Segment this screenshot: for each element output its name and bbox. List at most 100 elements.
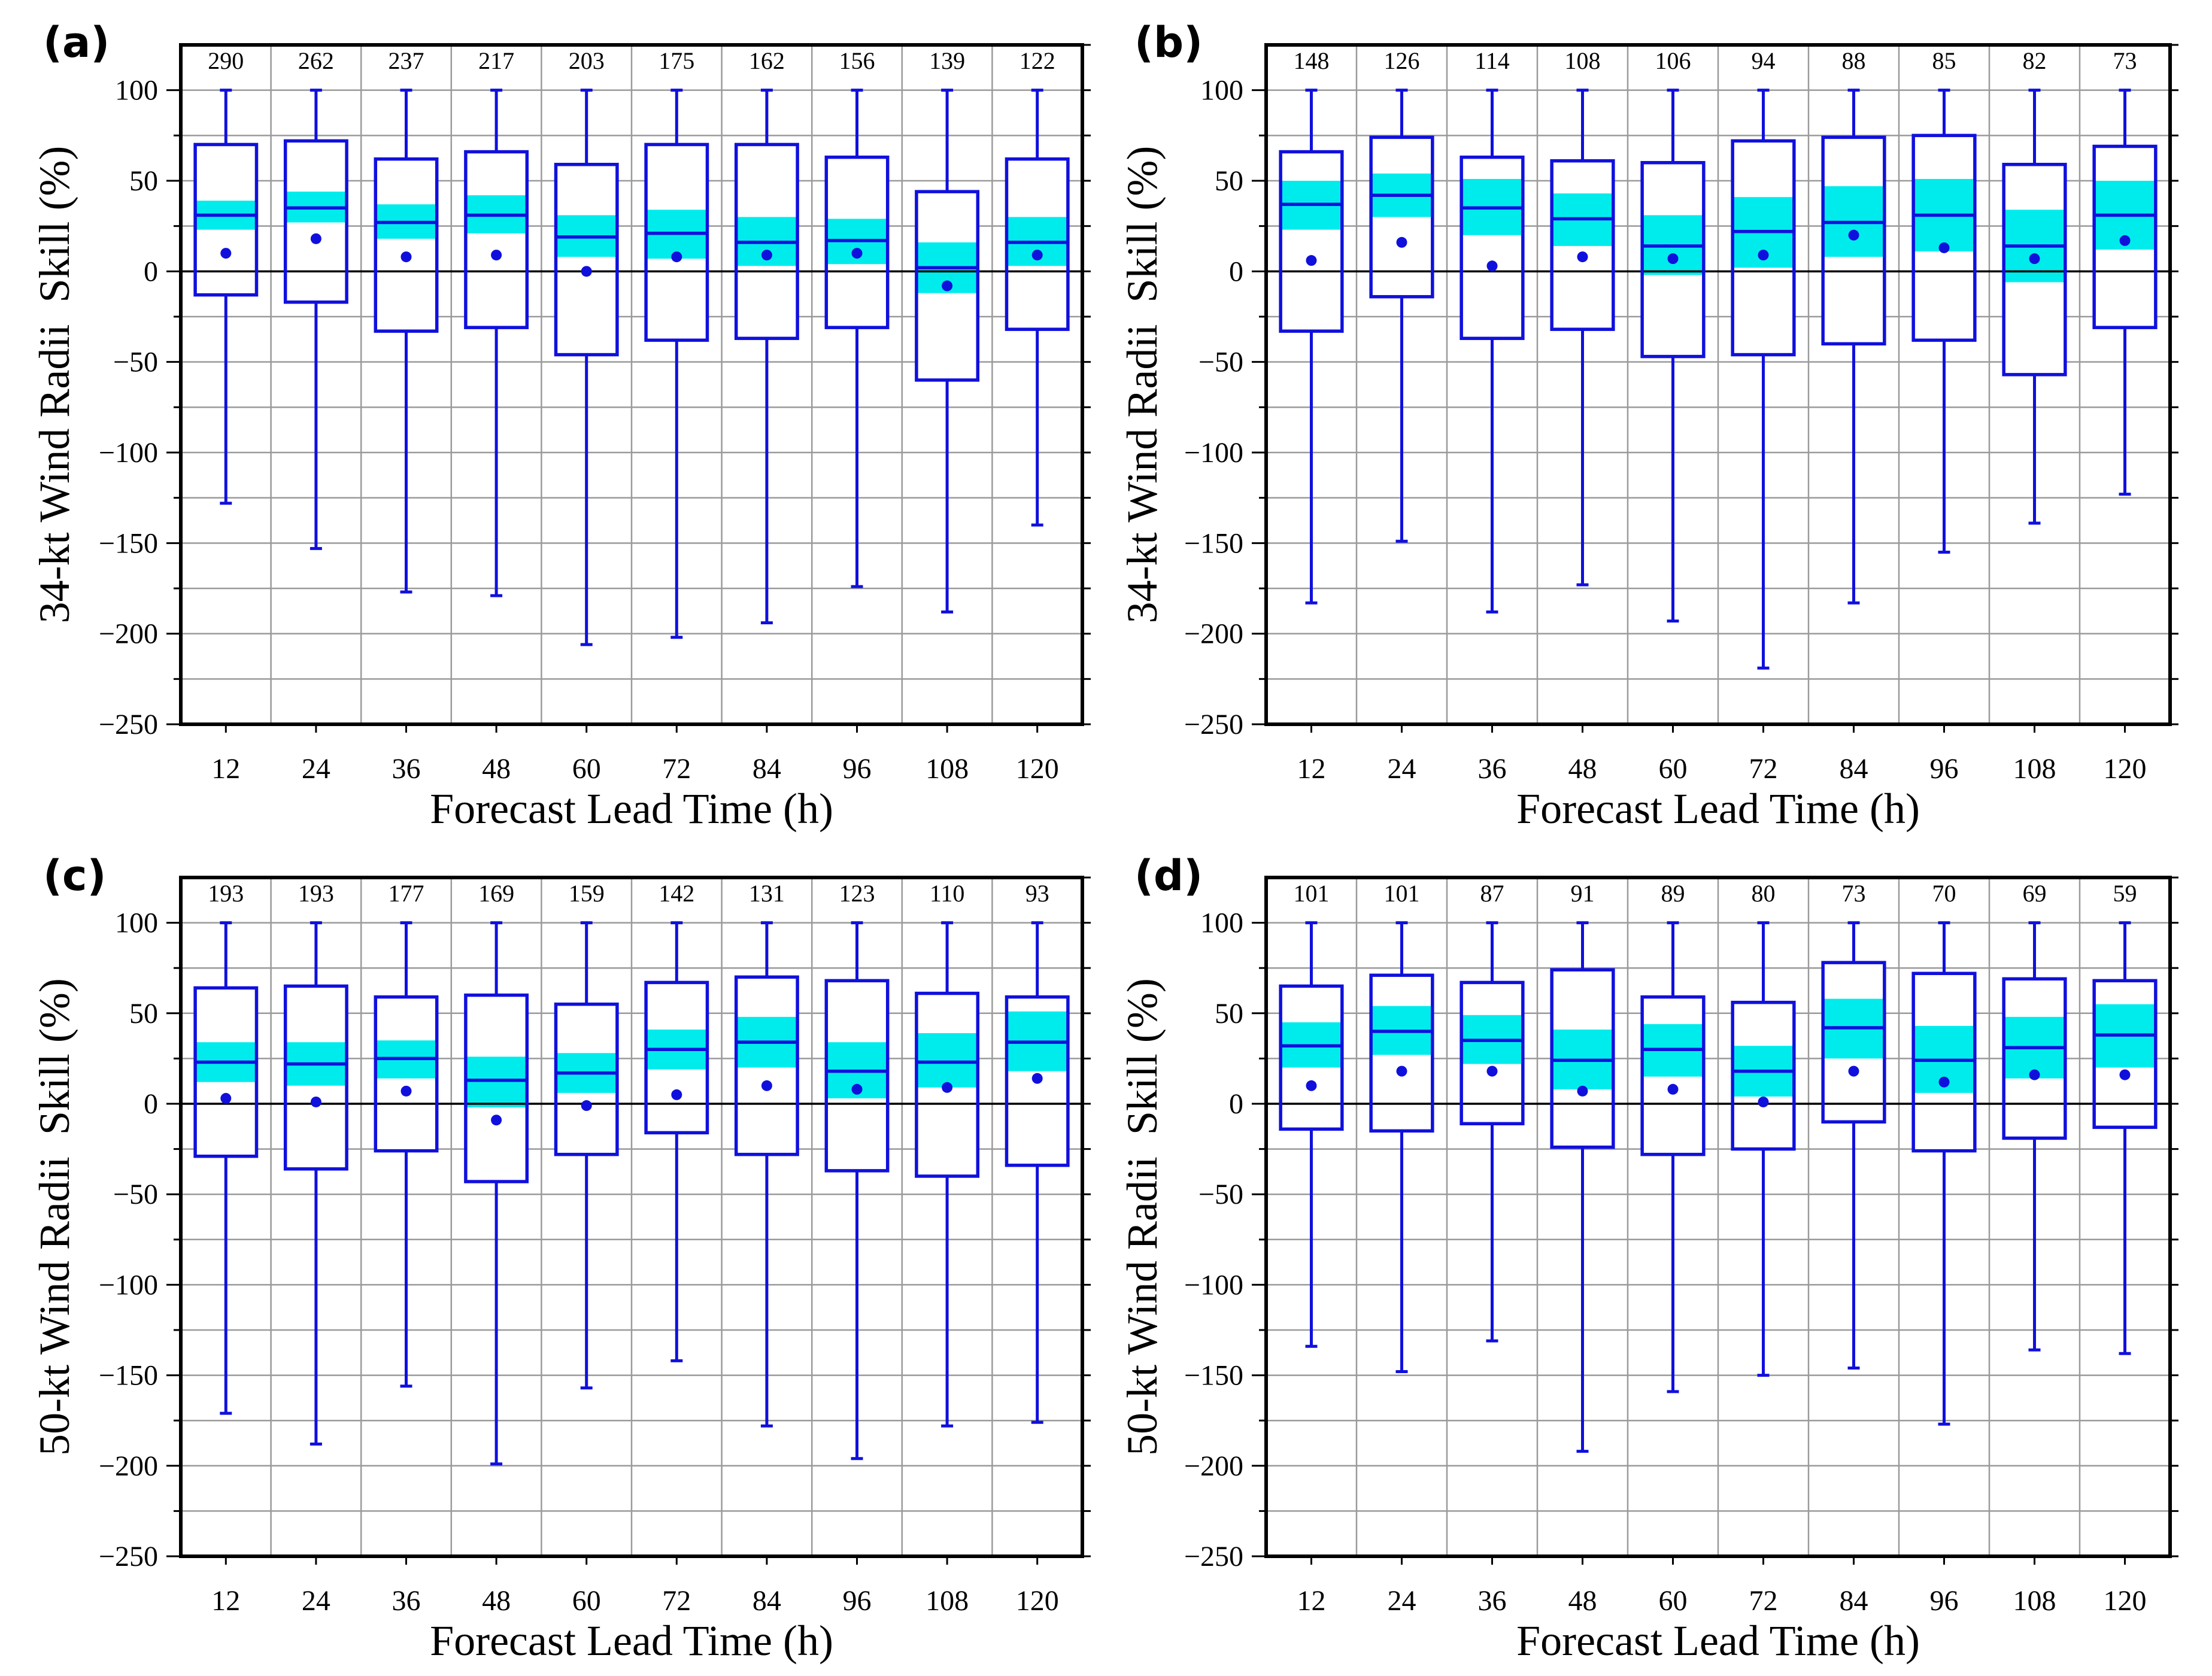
- box-outline: [374, 995, 439, 1153]
- sample-count: 217: [478, 47, 514, 74]
- box-outline: [1369, 973, 1434, 1133]
- box-60h: [554, 89, 619, 646]
- sample-count: 110: [930, 880, 965, 907]
- mean-dot: [671, 1089, 682, 1100]
- x-tick-label: 60: [1659, 753, 1688, 785]
- mean-dot: [761, 250, 772, 261]
- sample-count: 126: [1384, 47, 1420, 74]
- x-tick-label: 108: [926, 753, 969, 785]
- box-outline: [1640, 160, 1706, 359]
- box-24h: [1369, 921, 1434, 1374]
- x-tick-label: 120: [2104, 1585, 2147, 1617]
- mean-dot: [851, 1083, 863, 1095]
- x-tick-label: 60: [1659, 1585, 1688, 1617]
- mean-dot: [1577, 1085, 1588, 1097]
- x-tick-label: 120: [2104, 753, 2147, 785]
- box-120h: [1005, 89, 1070, 527]
- sample-count: 122: [1019, 47, 1055, 74]
- x-tick-label: 48: [1568, 753, 1597, 785]
- box-outline: [464, 993, 529, 1183]
- mean-dot: [310, 1096, 321, 1107]
- box-120h: [2092, 921, 2158, 1355]
- x-axis-label: Forecast Lead Time (h): [430, 785, 833, 833]
- sample-count: 94: [1752, 47, 1776, 74]
- box-72h: [1731, 921, 1796, 1377]
- x-tick-label: 60: [572, 1585, 601, 1617]
- x-axis-label: Forecast Lead Time (h): [1516, 1617, 1920, 1665]
- x-tick-label: 72: [1749, 753, 1778, 785]
- box-outline: [2092, 144, 2158, 329]
- x-tick-label: 84: [1840, 753, 1868, 785]
- mean-dot: [1938, 242, 1950, 253]
- box-24h: [283, 921, 348, 1446]
- y-axis-label: 34-kt Wind Radii Skill (%): [31, 146, 78, 624]
- box-outline: [283, 984, 348, 1171]
- panel-label: (a): [43, 18, 110, 67]
- mean-dot: [581, 1100, 592, 1112]
- y-tick-label: −250: [99, 1541, 158, 1572]
- box-12h: [193, 89, 259, 505]
- y-tick-label: −100: [99, 437, 158, 469]
- mean-dot: [581, 266, 592, 277]
- box-outline: [1279, 984, 1344, 1131]
- x-tick-label: 48: [1568, 1585, 1597, 1617]
- box-36h: [1460, 921, 1525, 1343]
- x-tick-label: 24: [1388, 1585, 1416, 1617]
- mean-dot: [491, 1115, 502, 1126]
- x-tick-label: 108: [2013, 753, 2056, 785]
- box-outline: [193, 142, 259, 297]
- x-tick-label: 60: [572, 753, 601, 785]
- box-outline: [1279, 150, 1344, 333]
- box-outline: [1550, 968, 1615, 1149]
- box-48h: [1550, 89, 1615, 587]
- box-outline: [1550, 159, 1615, 331]
- x-tick-label: 24: [1388, 753, 1416, 785]
- box-60h: [1640, 921, 1706, 1393]
- y-tick-label: −100: [99, 1269, 158, 1301]
- sample-count: 91: [1571, 880, 1595, 907]
- box-outline: [1640, 995, 1706, 1156]
- y-tick-label: 100: [1200, 907, 1243, 939]
- y-tick-label: 50: [129, 998, 158, 1030]
- sample-count: 203: [569, 47, 605, 74]
- sample-count: 59: [2113, 880, 2137, 907]
- x-tick-label: 120: [1016, 753, 1059, 785]
- x-tick-label: 120: [1016, 1585, 1059, 1617]
- box-outline: [734, 975, 799, 1156]
- mean-dot: [1306, 1080, 1317, 1091]
- mean-dot: [491, 250, 502, 261]
- y-tick-label: 0: [144, 256, 158, 287]
- sample-count: 70: [1932, 880, 1956, 907]
- mean-dot: [1848, 1065, 1859, 1077]
- sample-count: 290: [208, 47, 244, 74]
- x-tick-label: 84: [752, 753, 781, 785]
- box-outline: [193, 986, 259, 1158]
- box-36h: [1460, 89, 1525, 614]
- box-96h: [824, 89, 890, 588]
- box-72h: [644, 921, 709, 1362]
- plot-frame: [1264, 876, 2172, 1558]
- sample-count: 193: [298, 880, 334, 907]
- plot-frame: [1264, 43, 2172, 726]
- x-tick-label: 96: [843, 753, 872, 785]
- box-outline: [644, 980, 709, 1135]
- x-tick-label: 108: [926, 1585, 969, 1617]
- sample-count: 114: [1474, 47, 1510, 74]
- mean-dot: [942, 1082, 953, 1093]
- panel-label: (b): [1134, 18, 1203, 67]
- box-24h: [1369, 89, 1434, 543]
- mean-dot: [400, 251, 412, 263]
- mean-dot: [1667, 1083, 1679, 1095]
- x-tick-label: 12: [211, 1585, 240, 1617]
- sample-count: 139: [929, 47, 965, 74]
- box-60h: [554, 921, 619, 1390]
- sample-count: 85: [1932, 47, 1956, 74]
- x-axis-label: Forecast Lead Time (h): [430, 1617, 833, 1665]
- mean-dot: [1667, 253, 1679, 265]
- box-outline: [2092, 979, 2158, 1130]
- sample-count: 101: [1384, 880, 1420, 907]
- box-24h: [283, 89, 348, 550]
- x-tick-label: 24: [302, 753, 330, 785]
- y-tick-label: −50: [113, 347, 158, 378]
